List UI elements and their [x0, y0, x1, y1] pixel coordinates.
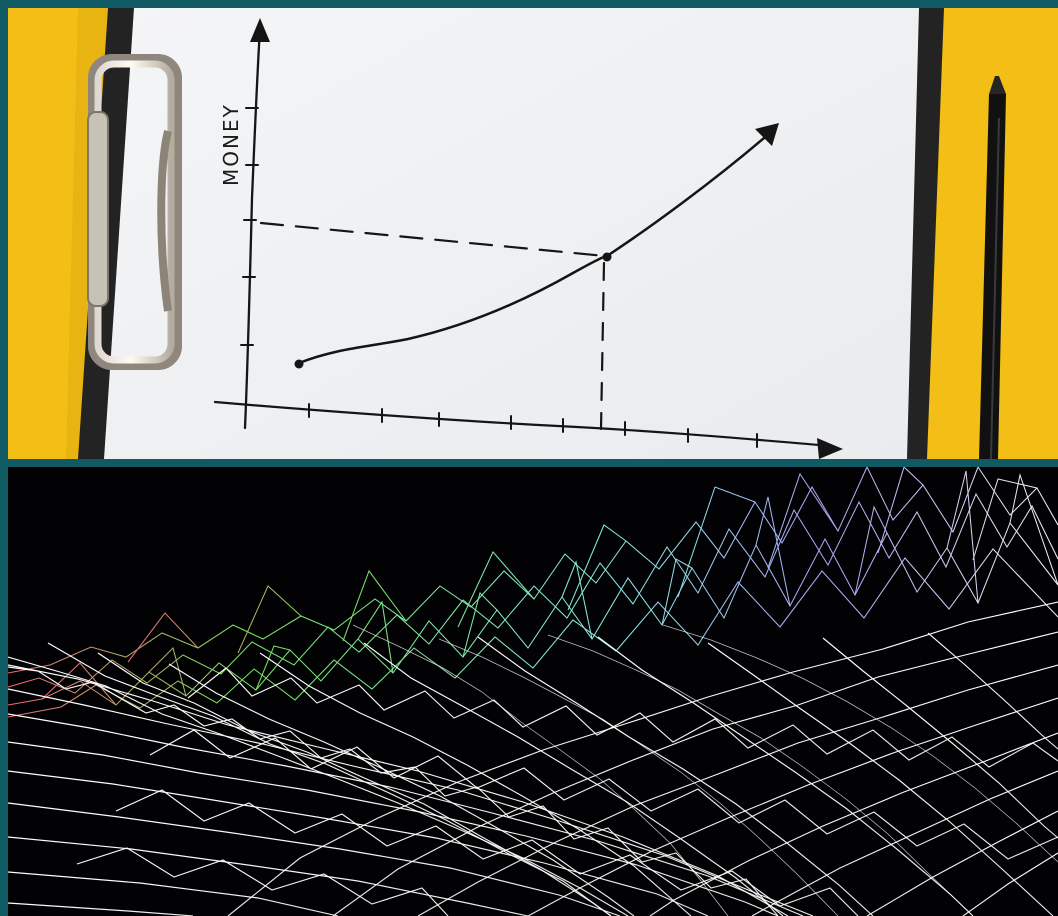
hand-drawn-chart: [213, 18, 843, 459]
clipboard-chart-illustration: MONEY: [8, 8, 1058, 459]
clipboard-chart-photo: MONEY: [8, 8, 1058, 459]
image-divider: [4, 459, 1058, 467]
wireframe-terrain-illustration: [8, 467, 1058, 916]
wireframe-peaks: [8, 467, 1058, 718]
pencil-icon: [979, 76, 1006, 459]
wireframe-terrain-image: [8, 467, 1058, 916]
paper-sheet: [104, 8, 919, 459]
clipboard-clip: [87, 54, 182, 370]
wireframe-highlight-strands: [352, 624, 1058, 916]
wireframe-terrain-grid: [8, 601, 1058, 916]
money-axis-label: MONEY: [219, 103, 243, 186]
